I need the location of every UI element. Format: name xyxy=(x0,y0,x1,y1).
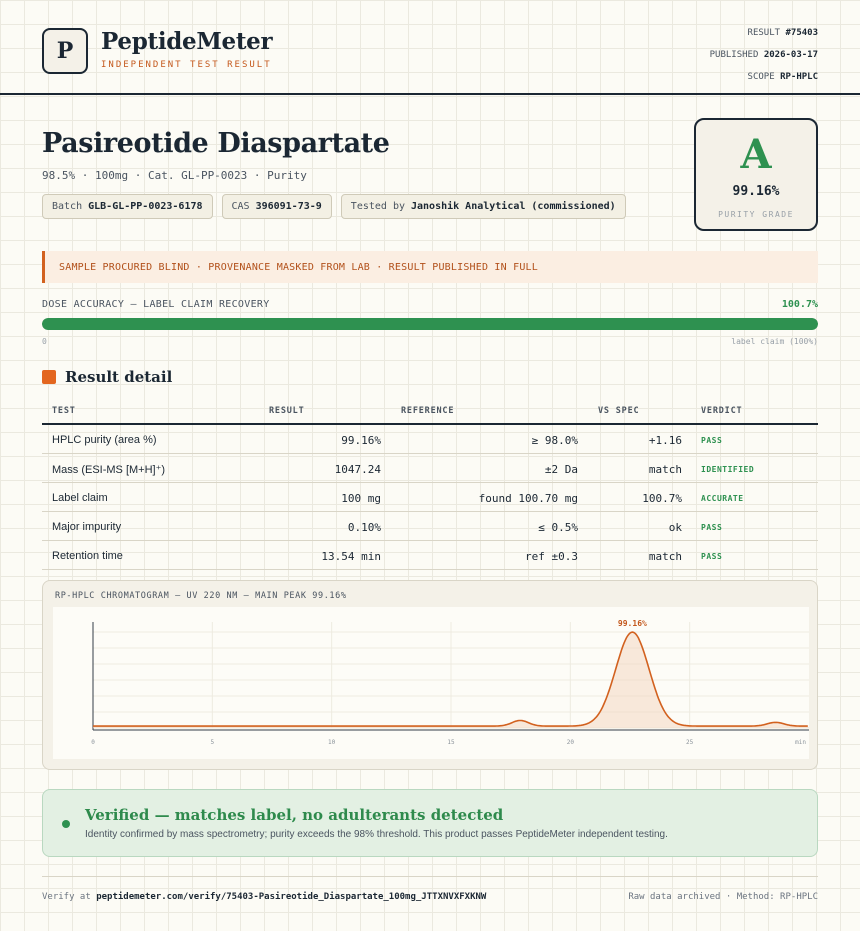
verified-banner: Verified — matches label, no adulterants… xyxy=(42,789,818,857)
brand-name: PeptideMeter xyxy=(101,28,273,55)
dose-progress-track xyxy=(42,318,818,330)
grade-value: 99.16% xyxy=(732,184,780,199)
published-date: PUBLISHED 2026-03-17 xyxy=(710,50,818,61)
row-test: Retention time xyxy=(52,550,123,562)
row-verdict: PASS xyxy=(701,436,723,445)
x-tick-label: 20 xyxy=(567,739,575,746)
batch-chip-label: Batch xyxy=(52,201,83,212)
table-row: Retention time 13.54 min ref ±0.3 match … xyxy=(42,541,818,570)
cas-chip-label: CAS xyxy=(231,201,250,212)
verify-prefix: Verify at xyxy=(42,892,91,902)
report-header: P PeptideMeter INDEPENDENT TEST RESULT R… xyxy=(0,0,860,95)
dose-accuracy-value: 100.7% xyxy=(781,299,818,310)
row-result: 100 mg xyxy=(341,492,381,505)
verified-dot-icon xyxy=(62,820,70,828)
table-row: Mass (ESI-MS [M+H]⁺) 1047.24 ±2 Da match… xyxy=(42,454,818,483)
row-test: Label claim xyxy=(52,492,108,504)
product-chips: Batch GLB-GL-PP-0023-6178 CAS 396091-73-9 … xyxy=(42,194,626,219)
result-meta: RESULT #75403 PUBLISHED 2026-03-17 SCOPE… xyxy=(710,28,818,94)
row-test: HPLC purity (area %) xyxy=(52,434,157,446)
x-tick-label: 15 xyxy=(447,739,455,746)
table-row: Major impurity 0.10% ≤ 0.5% ok PASS xyxy=(42,512,818,541)
chromatogram-area xyxy=(93,632,809,728)
row-verdict: ACCURATE xyxy=(701,494,744,503)
batch-chip: Batch GLB-GL-PP-0023-6178 xyxy=(42,194,213,219)
footer-method: Raw data archived · Method: RP-HPLC xyxy=(628,892,818,902)
published-label: PUBLISHED xyxy=(709,50,759,60)
grade-label: PURITY GRADE xyxy=(718,210,794,219)
procurement-notice: SAMPLE PROCURED BLIND · PROVENANCE MASKE… xyxy=(42,251,818,283)
col-reference: REFERENCE xyxy=(401,406,455,416)
x-tick-label: 5 xyxy=(211,739,215,746)
row-vs-spec: match xyxy=(648,463,682,476)
verified-title: Verified — matches label, no adulterants… xyxy=(85,806,504,824)
x-unit-label: min xyxy=(795,739,806,746)
published-value: 2026-03-17 xyxy=(763,50,818,60)
result-table: TEST RESULT REFERENCE VS SPEC VERDICT HP… xyxy=(42,398,818,570)
x-tick-label: 10 xyxy=(328,739,336,746)
chromatogram-plot: 0 5 10 15 20 25 min 99.16% xyxy=(53,607,809,759)
section-marker xyxy=(42,370,56,384)
scope-value: RP-HPLC xyxy=(780,72,818,82)
verify-url-link[interactable]: peptidemeter.com/verify/75403-Pasireotid… xyxy=(96,892,487,902)
col-vs-spec: VS SPEC xyxy=(598,406,640,416)
verified-description: Identity confirmed by mass spectrometry;… xyxy=(85,829,668,840)
x-tick-label: 25 xyxy=(686,739,694,746)
row-reference: found 100.70 mg xyxy=(478,492,578,505)
row-test: Mass (ESI-MS [M+H]⁺) xyxy=(52,464,166,476)
row-reference: ≥ 98.0% xyxy=(531,434,578,447)
row-reference: ±2 Da xyxy=(544,463,578,476)
dose-max-label: label claim (100%) xyxy=(731,337,818,346)
section-title: Result detail xyxy=(65,368,173,386)
result-id-label: RESULT xyxy=(747,28,781,38)
product-subline: 98.5% · 100mg · Cat. GL-PP-0023 · Purity xyxy=(42,169,307,182)
row-result: 0.10% xyxy=(347,521,381,534)
purity-grade-card: A 99.16% PURITY GRADE xyxy=(694,118,818,231)
row-vs-spec: 100.7% xyxy=(642,492,682,505)
tested-by-chip: Tested by Janoshik Analytical (commission… xyxy=(340,194,626,219)
cas-chip: CAS 396091-73-9 xyxy=(221,194,332,219)
tested-by-chip-value: Janoshik Analytical (commissioned) xyxy=(410,201,616,212)
row-test: Major impurity xyxy=(52,521,122,533)
brand-logo: P xyxy=(42,28,88,74)
row-vs-spec: +1.16 xyxy=(648,434,682,447)
grade-letter: A xyxy=(740,131,772,178)
batch-chip-value: GLB-GL-PP-0023-6178 xyxy=(88,201,203,212)
dose-progress-fill xyxy=(42,318,818,330)
chart-title: RP-HPLC CHROMATOGRAM — UV 220 NM — MAIN … xyxy=(55,591,347,601)
row-verdict: PASS xyxy=(701,523,723,532)
table-header: TEST RESULT REFERENCE VS SPEC VERDICT xyxy=(42,398,818,425)
row-result: 99.16% xyxy=(341,434,381,447)
row-verdict: PASS xyxy=(701,552,723,561)
scope: SCOPE RP-HPLC xyxy=(710,72,818,83)
chromatogram-svg: 0 5 10 15 20 25 min 99.16% xyxy=(91,619,809,746)
row-verdict: IDENTIFIED xyxy=(701,465,755,474)
x-tick-label: 0 xyxy=(91,739,95,746)
result-id: RESULT #75403 xyxy=(710,28,818,39)
row-vs-spec: match xyxy=(648,550,682,563)
verify-link-line: Verify at peptidemeter.com/verify/75403-… xyxy=(42,892,486,902)
row-result: 1047.24 xyxy=(334,463,381,476)
row-reference: ≤ 0.5% xyxy=(538,521,578,534)
col-test: TEST xyxy=(52,406,76,416)
dose-min-label: 0 xyxy=(42,337,47,346)
brand-tagline: INDEPENDENT TEST RESULT xyxy=(101,60,272,70)
row-vs-spec: ok xyxy=(668,521,682,534)
row-reference: ref ±0.3 xyxy=(525,550,578,563)
row-result: 13.54 min xyxy=(321,550,381,563)
dose-accuracy-label: DOSE ACCURACY — LABEL CLAIM RECOVERY xyxy=(42,299,270,310)
col-result: RESULT xyxy=(269,406,305,416)
table-row: HPLC purity (area %) 99.16% ≥ 98.0% +1.1… xyxy=(42,425,818,454)
peak-label: 99.16% xyxy=(618,619,647,628)
table-row: Label claim 100 mg found 100.70 mg 100.7… xyxy=(42,483,818,512)
tested-by-chip-label: Tested by xyxy=(350,201,405,212)
chromatogram-card: RP-HPLC CHROMATOGRAM — UV 220 NM — MAIN … xyxy=(42,580,818,770)
chromatogram-line xyxy=(93,631,808,727)
product-title: Pasireotide Diaspartate xyxy=(42,128,390,159)
result-id-value: #75403 xyxy=(785,28,818,38)
scope-label: SCOPE xyxy=(747,72,775,82)
cas-chip-value: 396091-73-9 xyxy=(255,201,322,212)
col-verdict: VERDICT xyxy=(701,406,743,416)
footer-divider xyxy=(42,876,818,877)
